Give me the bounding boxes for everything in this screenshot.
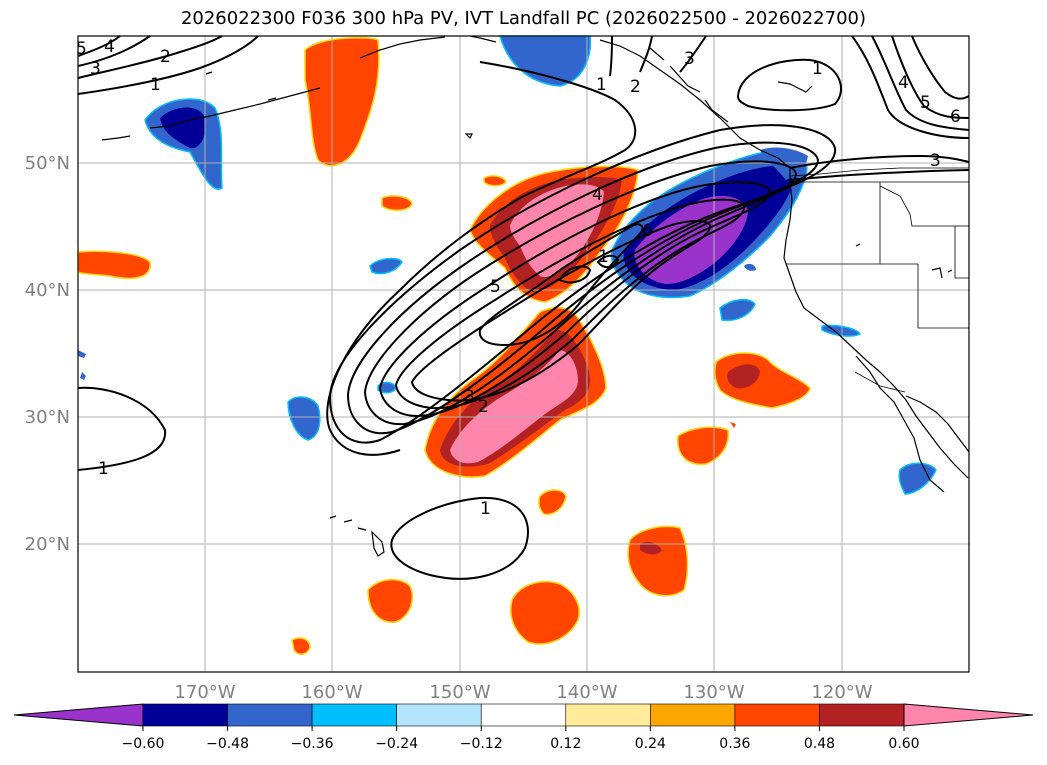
- lat-labels: 50°N 40°N 30°N 20°N: [25, 153, 70, 555]
- contour-label: 3: [684, 49, 695, 69]
- contour-label: 6: [642, 221, 653, 241]
- lat-label: 20°N: [25, 534, 70, 555]
- colorbar-cell: [311, 703, 397, 727]
- contour-label: 1: [150, 75, 161, 95]
- lon-label: 120°W: [811, 682, 872, 703]
- contour-label: 5: [490, 277, 501, 297]
- contour-label: 2: [160, 47, 171, 67]
- contour-label: 1: [480, 499, 491, 519]
- colorbar-extend-max: [903, 703, 1034, 727]
- colorbar-cell: [142, 703, 228, 727]
- lat-label: 50°N: [25, 153, 70, 174]
- contour-label: 1: [98, 459, 109, 479]
- contour-label: 1: [812, 59, 823, 79]
- contour-label: 1: [598, 247, 609, 267]
- colorbar: −0.60 −0.48 −0.36 −0.24 −0.12 0.12 0.24 0.36 0.4…: [13, 703, 1034, 752]
- colorbar-tick-label: 0.48: [804, 736, 835, 752]
- lat-label: 30°N: [25, 407, 70, 428]
- gridlines: [78, 36, 969, 672]
- colorbar-tick-label: 0.12: [550, 736, 581, 752]
- colorbar-cell: [565, 703, 651, 727]
- coastlines: [101, 35, 970, 557]
- colorbar-cell: [480, 703, 567, 727]
- lon-label: 160°W: [301, 682, 362, 703]
- contour-label: 1: [596, 75, 607, 95]
- lat-label: 40°N: [25, 280, 70, 301]
- colorbar-tick-label: −0.24: [375, 736, 418, 752]
- colorbar-cell: [396, 703, 482, 727]
- lon-label: 170°W: [174, 682, 235, 703]
- contour-label: 6: [950, 107, 961, 127]
- contour-label: 4: [898, 73, 909, 93]
- colorbar-cell: [734, 703, 820, 727]
- contour-label: 5: [920, 93, 931, 113]
- ivt-contours: [77, 35, 970, 580]
- colorbar-tick-label: −0.60: [122, 736, 165, 752]
- colorbar-tick-label: 0.60: [888, 736, 919, 752]
- lon-label: 140°W: [556, 682, 617, 703]
- map-border: [77, 35, 970, 673]
- contour-labels: 5 4 3 2 1 1 2 3 1 4 5 6 3 1 5 4 6 3 2 1 …: [76, 37, 961, 519]
- map-title: 2026022300 F036 300 hPa PV, IVT Landfall…: [180, 8, 867, 29]
- contour-label: 3: [464, 387, 475, 407]
- contour-label: 4: [104, 37, 115, 57]
- colorbar-extend-min: [13, 703, 144, 727]
- lon-labels: 170°W 160°W 150°W 140°W 130°W 120°W: [174, 682, 872, 703]
- contour-label: 5: [76, 39, 87, 59]
- lon-label: 130°W: [683, 682, 744, 703]
- contour-label: 3: [930, 151, 941, 171]
- colorbar-tick-label: −0.48: [206, 736, 249, 752]
- colorbar-cell: [650, 703, 736, 727]
- colorbar-tick-label: 0.36: [719, 736, 750, 752]
- colorbar-tick-label: 0.24: [635, 736, 666, 752]
- colorbar-cell: [819, 703, 905, 727]
- colorbar-cell: [227, 703, 313, 727]
- contour-label: 4: [592, 185, 603, 205]
- colorbar-tick-label: −0.12: [460, 736, 503, 752]
- colorbar-tick-label: −0.36: [291, 736, 334, 752]
- lon-label: 150°W: [429, 682, 490, 703]
- contour-label: 2: [630, 77, 641, 97]
- contour-label: 3: [90, 59, 101, 79]
- contour-label: 2: [478, 397, 489, 417]
